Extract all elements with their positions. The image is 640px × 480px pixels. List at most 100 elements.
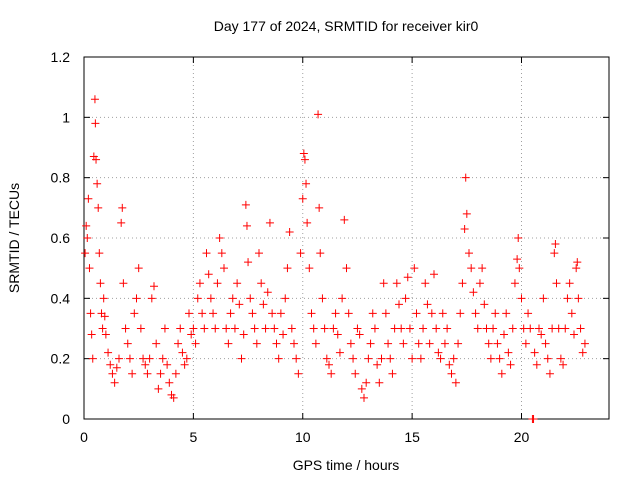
data-point: [152, 339, 161, 348]
data-point: [305, 264, 314, 273]
data-point: [106, 360, 115, 369]
data-point: [430, 270, 438, 279]
data-point: [329, 324, 338, 333]
data-point: [570, 330, 578, 339]
data-point: [99, 294, 108, 303]
data-point: [189, 324, 198, 333]
data-point: [110, 378, 119, 387]
data-point: [517, 294, 526, 303]
data-point: [185, 309, 193, 318]
data-point: [235, 300, 244, 309]
data-point: [395, 300, 403, 309]
x-tick-label: 0: [80, 429, 88, 445]
data-point: [377, 354, 386, 363]
data-point: [178, 348, 187, 357]
data-point: [338, 294, 347, 303]
data-point: [316, 249, 325, 258]
data-point: [410, 264, 419, 273]
data-point: [176, 324, 185, 333]
data-point: [443, 324, 452, 333]
data-point: [556, 354, 565, 363]
data-point: [580, 339, 589, 348]
axis-ticks: [83, 56, 609, 420]
y-axis-tick-labels: 0 0.2 0.4 0.6 0.8 1 1.2: [51, 49, 71, 427]
data-point: [423, 300, 432, 309]
data-point: [357, 384, 366, 393]
data-point: [100, 312, 109, 321]
y-axis-title: SRMTID / TECUs: [6, 183, 22, 293]
data-point: [191, 339, 200, 348]
data-point: [87, 330, 96, 339]
data-point: [521, 339, 530, 348]
data-point: [327, 369, 336, 378]
data-point: [530, 348, 539, 357]
data-point: [154, 384, 163, 393]
data-point: [462, 209, 471, 218]
data-point: [241, 200, 250, 209]
data-point: [506, 360, 515, 369]
data-point: [576, 324, 585, 333]
data-point: [281, 294, 290, 303]
data-point: [526, 324, 535, 333]
data-point: [368, 309, 377, 318]
data-point: [445, 360, 454, 369]
data-point: [187, 330, 196, 339]
data-point: [349, 354, 358, 363]
data-point: [202, 249, 211, 258]
data-point: [292, 354, 301, 363]
data-point: [233, 279, 242, 288]
data-point: [510, 279, 519, 288]
data-point: [222, 324, 231, 333]
data-point: [119, 279, 128, 288]
y-tick-label: 0: [62, 411, 70, 427]
data-point: [193, 294, 202, 303]
data-point: [325, 360, 333, 369]
data-point: [578, 348, 587, 357]
data-point: [355, 330, 364, 339]
data-point: [128, 369, 137, 378]
data-point: [268, 309, 277, 318]
data-point: [204, 270, 213, 279]
data-point: [230, 324, 239, 333]
data-point: [484, 339, 493, 348]
data-point: [246, 294, 255, 303]
data-point: [454, 339, 463, 348]
data-point: [574, 294, 583, 303]
data-point: [320, 324, 329, 333]
x-tick-label: 20: [514, 429, 530, 445]
x-tick-label: 15: [404, 429, 420, 445]
data-point: [143, 369, 152, 378]
y-tick-label: 0.4: [51, 290, 71, 306]
data-point: [500, 330, 508, 339]
data-point: [209, 309, 218, 318]
data-point: [537, 330, 546, 339]
data-point: [274, 354, 283, 363]
data-point: [541, 339, 550, 348]
data-point: [373, 360, 382, 369]
data-point: [255, 249, 263, 258]
data-point: [98, 324, 107, 333]
data-point: [136, 324, 145, 333]
data-point: [302, 179, 311, 188]
data-point: [211, 324, 220, 333]
data-point: [112, 363, 121, 372]
data-point: [408, 354, 417, 363]
data-point: [543, 354, 552, 363]
data-point: [163, 360, 172, 369]
data-point: [299, 149, 308, 158]
data-point: [449, 354, 458, 363]
data-point: [456, 309, 465, 318]
plot-area-frame: [83, 56, 610, 420]
data-point: [298, 194, 307, 203]
data-point: [88, 354, 97, 363]
data-point: [486, 354, 495, 363]
data-point: [572, 264, 581, 273]
data-point: [145, 354, 154, 363]
y-tick-label: 1.2: [51, 49, 71, 65]
data-point: [559, 360, 568, 369]
data-points: [81, 95, 589, 423]
data-point: [150, 282, 158, 291]
data-point: [285, 227, 294, 236]
data-point: [84, 194, 93, 203]
